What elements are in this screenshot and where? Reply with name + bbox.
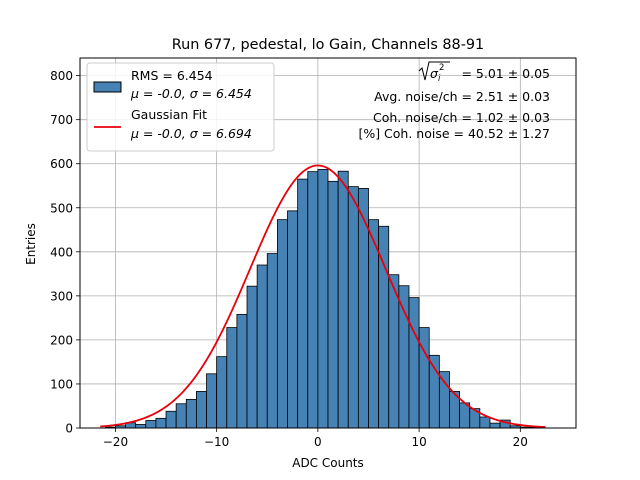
histogram-bar <box>327 180 339 429</box>
plot-frame <box>79 57 577 429</box>
stats-coh-noise: Coh. noise/ch = 1.02 ± 0.03 <box>373 110 550 125</box>
histogram-bar <box>175 403 187 429</box>
legend-box <box>86 62 275 152</box>
stats-annotation: σ i 2 = 5.01 ± 0.05 Avg. noise/ch = 2.51… <box>358 61 550 141</box>
histogram-bar <box>266 253 278 429</box>
x-tick-label: 10 <box>411 435 426 449</box>
sigma-subscript: i <box>438 74 441 84</box>
stats-avg-noise: Avg. noise/ch = 2.51 ± 0.03 <box>374 89 550 104</box>
y-tick-label: 500 <box>50 201 73 215</box>
gaussian-fit-curve <box>100 164 546 428</box>
histogram-bar <box>337 170 349 429</box>
histogram-bar <box>246 285 258 429</box>
sqrt-symbol <box>418 61 450 81</box>
histogram-bar <box>438 371 450 429</box>
histogram-bar <box>479 416 491 429</box>
histogram-bar <box>489 422 501 429</box>
y-tick-label: 600 <box>50 157 73 171</box>
histogram-bar <box>216 356 228 429</box>
legend-entry-fit-line2: μ = -0.0, σ = 6.694 <box>130 126 252 141</box>
sigma-superscript: 2 <box>439 63 444 73</box>
histogram-bar <box>135 424 147 429</box>
stats-coh-noise-percent: [%] Coh. noise = 40.52 ± 1.27 <box>358 126 550 141</box>
legend-entry-histogram-line1: RMS = 6.454 <box>131 68 213 83</box>
histogram-bar <box>408 297 420 429</box>
histogram-bars <box>104 169 541 429</box>
histogram-bar <box>398 285 410 429</box>
y-tick-label: 200 <box>50 333 73 347</box>
histogram-bar <box>196 391 207 429</box>
histogram-bar <box>347 186 359 429</box>
histogram-bar <box>165 410 177 429</box>
histogram-bar <box>317 169 329 429</box>
histogram-bar <box>236 313 248 429</box>
sigma-symbol: σ <box>430 66 439 81</box>
x-tick-label: −10 <box>204 435 229 449</box>
y-tick-label: 700 <box>50 113 73 127</box>
y-tick-label: 100 <box>50 377 73 391</box>
histogram-bar <box>256 264 268 429</box>
histogram-bar <box>428 354 440 429</box>
chart-title: Run 677, pedestal, lo Gain, Channels 88-… <box>172 37 484 53</box>
histogram-bar <box>418 327 430 429</box>
legend-entry-histogram-line2: μ = -0.0, σ = 6.454 <box>130 86 252 101</box>
x-axis-label: ADC Counts <box>292 456 364 470</box>
legend-entry-fit-line1: Gaussian Fit <box>131 107 207 122</box>
histogram-bar <box>206 373 218 429</box>
x-tick-label: −20 <box>103 435 128 449</box>
x-tick-label: 0 <box>314 435 322 449</box>
histogram-bar <box>297 178 309 429</box>
histogram-bar <box>155 417 167 429</box>
stats-sigma-value: = 5.01 ± 0.05 <box>461 66 550 81</box>
y-tick-label: 300 <box>50 289 73 303</box>
y-axis-ticks: 0 100 200 300 400 500 600 700 800 <box>50 69 80 436</box>
histogram-bar <box>276 219 288 429</box>
x-tick-label: 20 <box>513 435 528 449</box>
histogram-bar <box>226 327 238 429</box>
y-axis-label: Entries <box>24 223 38 265</box>
legend-patch-histogram <box>93 81 122 93</box>
histogram-bar <box>287 210 299 429</box>
histogram-bar <box>185 398 197 429</box>
y-tick-label: 800 <box>50 69 73 83</box>
x-axis-ticks: −20 −10 0 10 20 <box>103 428 528 449</box>
legend: RMS = 6.454 μ = -0.0, σ = 6.454 Gaussian… <box>86 62 275 152</box>
y-tick-label: 400 <box>50 245 73 259</box>
histogram-bar <box>145 420 157 429</box>
histogram-bar <box>307 171 319 429</box>
y-tick-label: 0 <box>65 422 73 436</box>
